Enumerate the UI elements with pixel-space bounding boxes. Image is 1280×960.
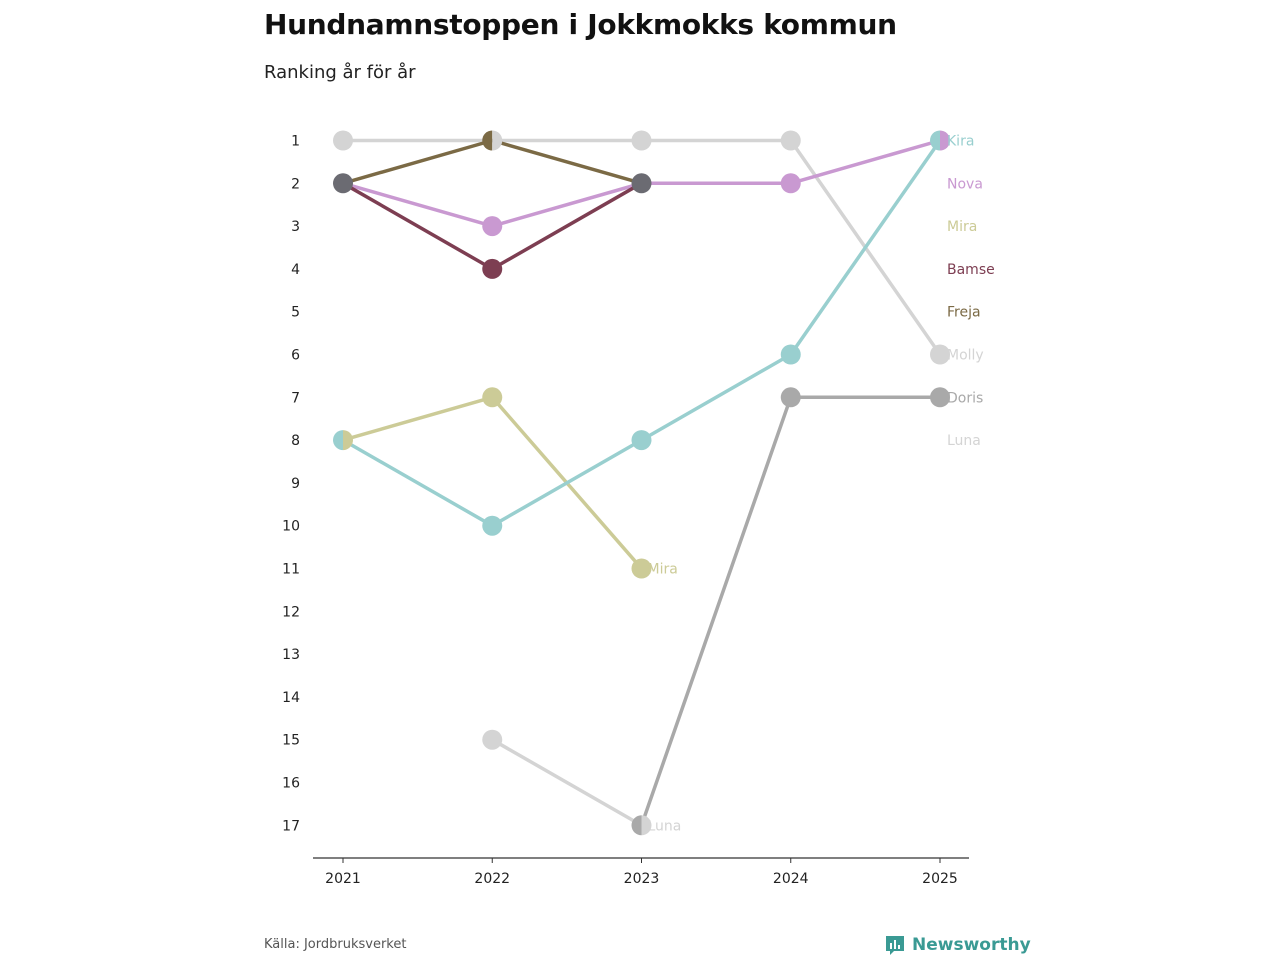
point-marker (780, 344, 801, 365)
point-marker (482, 258, 503, 279)
y-tick-label: 2 (291, 176, 300, 192)
point-marker (631, 430, 652, 451)
point-marker (780, 130, 801, 151)
series-line-doris (639, 395, 942, 828)
y-tick-label: 7 (291, 390, 300, 406)
y-tick-label: 13 (282, 647, 300, 663)
y-tick-label: 10 (282, 519, 300, 535)
point-marker (930, 387, 950, 408)
point-marker (631, 173, 652, 194)
point-marker (333, 130, 353, 151)
point-marker (482, 387, 503, 408)
brand-logo[interactable]: Newsworthy (884, 934, 1031, 956)
y-tick-label: 11 (282, 562, 300, 578)
end-label-mira: Mira (947, 219, 977, 235)
x-tick-label: 2021 (325, 871, 361, 887)
series-line-molly (341, 138, 942, 357)
y-tick-label: 1 (291, 134, 300, 150)
y-tick-label: 8 (291, 433, 300, 449)
y-tick-label: 14 (282, 690, 300, 706)
point-marker (482, 216, 503, 237)
x-tick-label: 2025 (922, 871, 958, 887)
point-marker (631, 130, 652, 151)
chart-subtitle: Ranking år för år (264, 62, 416, 83)
y-tick-label: 4 (291, 262, 300, 278)
series-line-luna (490, 737, 644, 828)
point-marker (780, 387, 801, 408)
y-tick-label: 17 (282, 818, 300, 834)
end-label-doris: Doris (947, 390, 983, 406)
point-marker (631, 558, 652, 579)
brand-name: Newsworthy (912, 935, 1031, 955)
inline-label-mira: Mira (648, 562, 678, 578)
point-marker-right (940, 130, 950, 151)
series-line-kira (341, 138, 942, 528)
chart-title: Hundnamnstoppen i Jokkmokks kommun (264, 8, 897, 41)
point-marker (482, 729, 503, 750)
y-tick-label: 15 (282, 733, 300, 749)
y-tick-label: 16 (282, 776, 300, 792)
x-tick-label: 2024 (773, 871, 809, 887)
end-label-bamse: Bamse (947, 262, 995, 278)
point-marker-right (492, 130, 503, 151)
y-tick-label: 12 (282, 604, 300, 620)
point-marker (333, 173, 353, 194)
inline-label-luna: Luna (648, 818, 682, 834)
point-marker (780, 173, 801, 194)
point-marker-left (333, 430, 343, 451)
point-marker-right (343, 430, 353, 451)
end-label-luna: Luna (947, 433, 981, 449)
end-label-nova: Nova (947, 176, 983, 192)
y-tick-label: 9 (291, 476, 300, 492)
point-marker-left (930, 130, 940, 151)
source-note: Källa: Jordbruksverket (264, 937, 407, 952)
point-marker (930, 344, 950, 365)
end-label-molly: Molly (947, 348, 984, 364)
newsworthy-logo-icon (886, 936, 904, 955)
x-tick-label: 2023 (624, 871, 660, 887)
y-tick-label: 5 (291, 305, 300, 321)
point-marker-left (482, 130, 493, 151)
point-marker (482, 515, 503, 536)
point-marker-right (641, 815, 652, 836)
point-marker-left (631, 815, 642, 836)
y-tick-label: 6 (291, 348, 300, 364)
y-tick-label: 3 (291, 219, 300, 235)
series-line-mira (341, 395, 644, 571)
end-label-kira: Kira (947, 134, 974, 150)
x-tick-label: 2022 (474, 871, 510, 887)
end-label-freja: Freja (947, 305, 981, 321)
